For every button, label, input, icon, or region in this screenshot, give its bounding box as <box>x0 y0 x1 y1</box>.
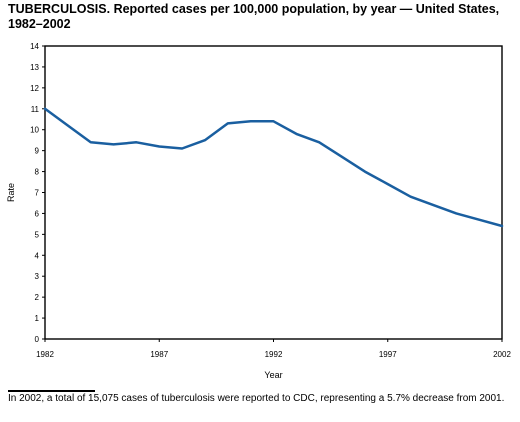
x-axis-ticks: 1982 1987 1992 1997 2002 <box>36 339 511 359</box>
y-tick-label: 1 <box>35 314 40 323</box>
x-axis-label: Year <box>264 370 282 380</box>
plot-frame <box>44 45 503 340</box>
y-tick-label: 11 <box>31 105 40 114</box>
x-tick-label: 1992 <box>265 350 283 359</box>
y-tick-label: 6 <box>35 209 40 218</box>
x-tick-label: 1982 <box>36 350 54 359</box>
y-tick-label: 8 <box>35 168 40 177</box>
y-axis-label: Rate <box>6 183 16 202</box>
chart-series <box>43 107 504 228</box>
chart-axes <box>44 45 503 340</box>
x-tick-label: 1987 <box>150 350 168 359</box>
x-tick-label: 2002 <box>493 350 511 359</box>
y-tick-label: 4 <box>35 251 40 260</box>
chart-title-lead: TUBERCULOSIS. <box>8 2 111 16</box>
y-tick-label: 9 <box>35 147 40 156</box>
y-tick-label: 14 <box>30 42 39 51</box>
y-tick-label: 13 <box>30 63 39 72</box>
y-tick-label: 5 <box>35 230 40 239</box>
x-tick-label: 1997 <box>379 350 397 359</box>
y-tick-label: 10 <box>30 126 39 135</box>
chart-title-rest: Reported cases per 100,000 population, b… <box>8 2 500 31</box>
chart-title: TUBERCULOSIS. Reported cases per 100,000… <box>8 2 513 32</box>
y-tick-label: 0 <box>35 335 40 344</box>
series-line <box>43 107 504 228</box>
footnote-divider <box>8 390 95 392</box>
y-tick-label: 12 <box>30 84 39 93</box>
y-tick-label: 2 <box>35 293 40 302</box>
y-tick-label: 7 <box>35 189 40 198</box>
footnote: In 2002, a total of 15,075 cases of tube… <box>8 393 505 404</box>
y-tick-label: 3 <box>35 272 40 281</box>
